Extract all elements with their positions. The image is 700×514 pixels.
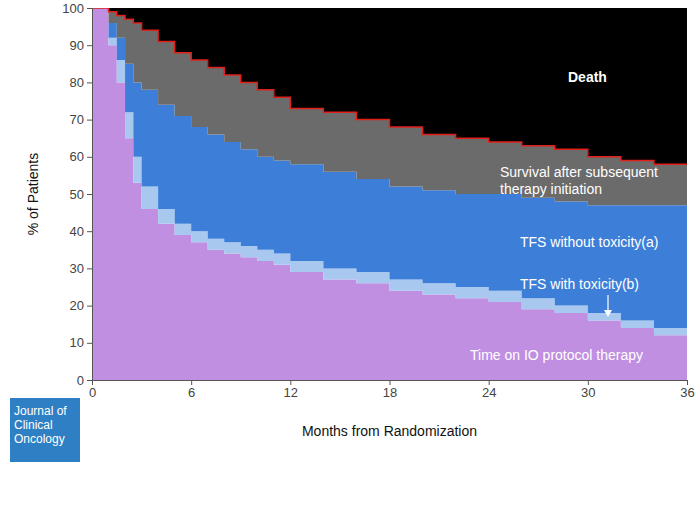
tick: 30 bbox=[70, 261, 92, 276]
tick-mark bbox=[87, 157, 92, 158]
area-series bbox=[92, 8, 687, 164]
tick-mark bbox=[87, 120, 92, 121]
tick-label: 90 bbox=[70, 38, 84, 53]
series-label: TFS without toxicity(a) bbox=[520, 234, 658, 250]
x-axis: 0 6 12 18 24 30 36 bbox=[89, 380, 695, 400]
label-pointer bbox=[607, 295, 608, 312]
tick: 12 bbox=[284, 380, 298, 400]
tick-label: 40 bbox=[70, 224, 84, 239]
series-label: Survival after subsequenttherapy initiat… bbox=[500, 164, 658, 197]
tick-label: 100 bbox=[62, 1, 84, 16]
tick-label: 30 bbox=[581, 385, 595, 400]
area-series bbox=[92, 8, 687, 380]
tick: 36 bbox=[680, 380, 694, 400]
tick: 60 bbox=[70, 149, 92, 164]
journal-name: Journal ofClinicalOncology bbox=[14, 404, 67, 446]
tick-mark bbox=[87, 194, 92, 195]
series-label: TFS with toxicity(b) bbox=[520, 276, 639, 292]
chart: 0 10 20 30 40 50 60 70 80 90 100 0 6 12 18 24 30 36 Months… bbox=[0, 0, 700, 514]
area-series bbox=[92, 8, 687, 339]
tick: 100 bbox=[62, 1, 92, 16]
tick-label: 50 bbox=[70, 187, 84, 202]
tick: 50 bbox=[70, 187, 92, 202]
x-axis-title: Months from Randomization bbox=[302, 423, 477, 439]
label-pointer-head bbox=[604, 310, 612, 317]
tick-mark bbox=[87, 306, 92, 307]
tick: 10 bbox=[70, 335, 92, 350]
series-label: Time on IO protocol therapy bbox=[470, 347, 643, 363]
tick-label: 70 bbox=[70, 112, 84, 127]
tick-mark bbox=[87, 380, 92, 381]
tick-label: 10 bbox=[70, 335, 84, 350]
tick-mark bbox=[87, 82, 92, 83]
area-series bbox=[92, 8, 687, 332]
tick: 18 bbox=[383, 380, 397, 400]
tick-label: 80 bbox=[70, 75, 84, 90]
tick-label: 18 bbox=[383, 385, 397, 400]
areas bbox=[92, 8, 687, 380]
tick-label: 0 bbox=[89, 385, 96, 400]
tick-label: 6 bbox=[188, 385, 195, 400]
y-axis: 0 10 20 30 40 50 60 70 80 90 100 bbox=[62, 1, 92, 388]
y-axis-title: % of Patients bbox=[25, 153, 41, 236]
tick: 0 bbox=[89, 380, 96, 400]
tick-label: 60 bbox=[70, 149, 84, 164]
tick: 20 bbox=[70, 298, 92, 313]
tick: 70 bbox=[70, 112, 92, 127]
tick: 90 bbox=[70, 38, 92, 53]
axis-line bbox=[87, 9, 93, 381]
tick-mark bbox=[87, 8, 92, 9]
tick-mark bbox=[87, 268, 92, 269]
tick: 6 bbox=[188, 380, 195, 400]
tick-label: 12 bbox=[284, 385, 298, 400]
tick-mark bbox=[87, 231, 92, 232]
plot: 0 10 20 30 40 50 60 70 80 90 100 0 6 12 18 24 30 36 bbox=[62, 1, 694, 401]
survival-boundary bbox=[92, 8, 687, 164]
tick-label: 0 bbox=[77, 373, 84, 388]
tick-label: 30 bbox=[70, 261, 84, 276]
tick-label: 20 bbox=[70, 298, 84, 313]
tick: 80 bbox=[70, 75, 92, 90]
series-label: Death bbox=[568, 69, 607, 85]
tick: 40 bbox=[70, 224, 92, 239]
tick-mark bbox=[87, 45, 92, 46]
tick-mark bbox=[87, 343, 92, 344]
journal-logo bbox=[10, 398, 80, 462]
tick-label: 36 bbox=[680, 385, 694, 400]
area-series bbox=[92, 8, 687, 205]
tick-label: 24 bbox=[482, 385, 496, 400]
tick: 30 bbox=[581, 380, 595, 400]
tick: 24 bbox=[482, 380, 496, 400]
